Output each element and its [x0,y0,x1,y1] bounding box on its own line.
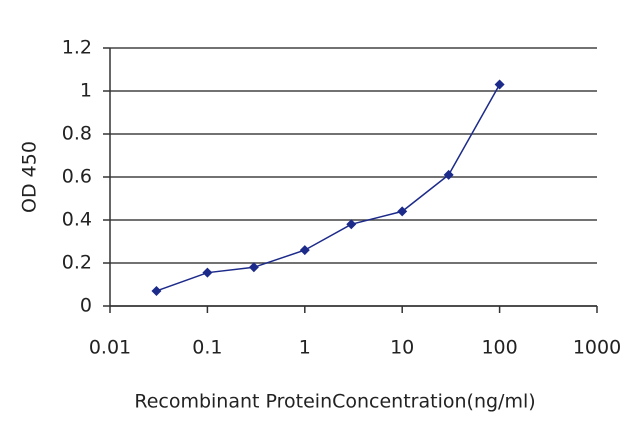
y-tick-label: 0.6 [62,166,92,188]
y-tick-label: 0.8 [62,123,92,145]
y-tick-label: 0 [80,295,92,317]
data-point [248,262,259,273]
data-point [151,285,162,296]
x-tick-label: 1000 [573,337,621,359]
y-tick-label: 1 [80,80,92,102]
x-tick-label: 0.1 [192,337,222,359]
y-tick-label: 0.2 [62,252,92,274]
x-tick-label: 0.01 [89,337,131,359]
data-point [299,245,310,256]
y-tick-label: 0.4 [62,209,92,231]
data-line [156,84,501,292]
data-point [397,206,408,217]
data-point [202,267,213,278]
x-tick-label: 1 [299,337,311,359]
data-point [494,79,505,90]
data-point [443,169,454,180]
data-point [346,219,357,230]
x-tick-label: 10 [390,337,414,359]
y-tick-label: 1.2 [62,37,92,59]
x-axis-title: Recombinant ProteinConcentration(ng/ml) [134,391,535,413]
y-axis-title: OD 450 [19,141,41,213]
x-tick-label: 100 [481,337,517,359]
